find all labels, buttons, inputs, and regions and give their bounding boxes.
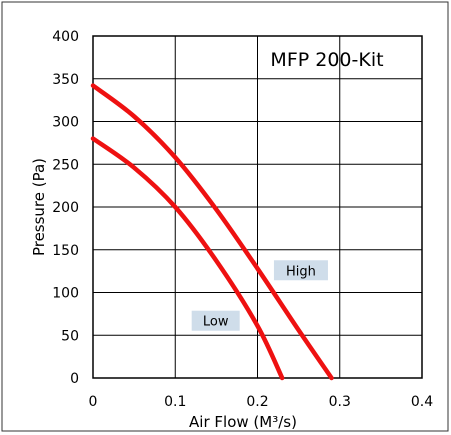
chart-title: MFP 200-Kit (270, 49, 383, 71)
series-line-low (90, 136, 285, 381)
x-tick-label: 0.4 (411, 394, 433, 410)
y-tick-label: 250 (52, 157, 79, 173)
plot-area-border (92, 35, 423, 379)
series-layer (90, 83, 334, 381)
annotation-text: High (286, 264, 316, 279)
y-tick-label: 100 (52, 286, 79, 302)
y-axis-label: Pressure (Pa) (30, 158, 48, 256)
tick-labels: 0 0.1 0.2 0.3 0.4 0 50 100 150 200 250 300 350 400 (52, 29, 433, 410)
y-tick-label: 150 (52, 243, 79, 259)
y-tick-label: 200 (52, 200, 79, 216)
x-tick-label: 0 (89, 394, 98, 410)
annotation-text: Low (203, 315, 229, 330)
annotation-high: High (273, 260, 328, 281)
x-tick-label: 0.3 (329, 394, 351, 410)
series-line-high (90, 83, 334, 381)
y-tick-label: 300 (52, 115, 79, 131)
annotations: High Low (191, 260, 328, 331)
annotation-box (191, 310, 240, 331)
x-axis-label: Air Flow (M³/s) (189, 413, 297, 431)
y-tick-label: 400 (52, 29, 79, 45)
grid (92, 35, 423, 379)
x-tick-label: 0.1 (164, 394, 186, 410)
x-tick-label: 0.2 (246, 394, 268, 410)
y-tick-label: 0 (70, 371, 79, 387)
y-tick-label: 50 (61, 328, 79, 344)
y-tick-label: 350 (52, 72, 79, 88)
annotation-box (273, 260, 328, 281)
annotation-low: Low (191, 310, 240, 331)
